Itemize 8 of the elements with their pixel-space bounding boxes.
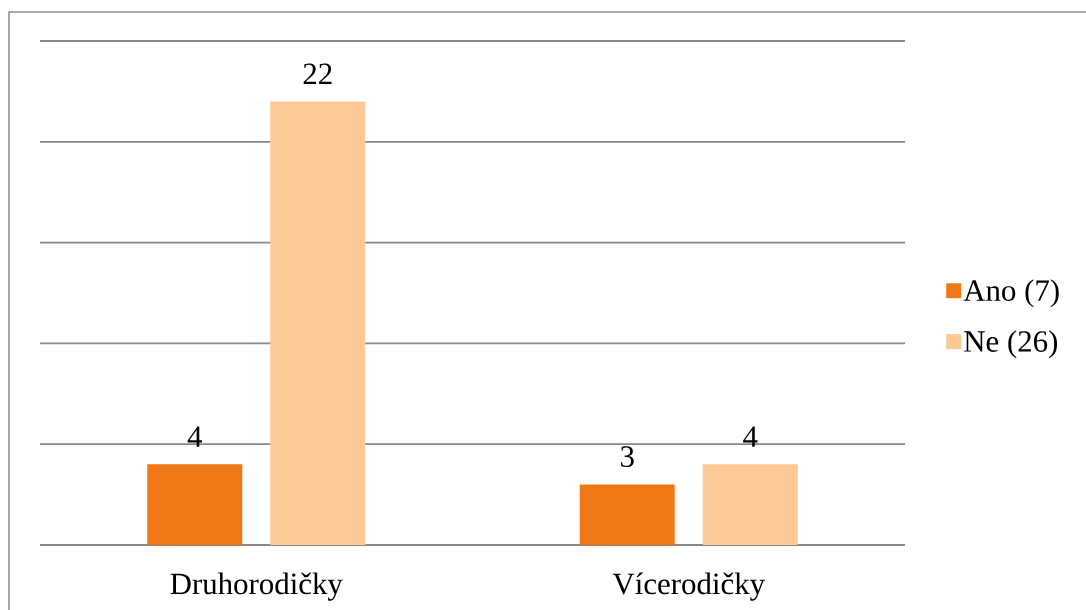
legend-label: Ano (7)	[963, 279, 1059, 308]
data-label: 4	[743, 426, 758, 447]
x-tick-label: Druhorodičky	[170, 572, 343, 601]
data-label: 4	[187, 426, 202, 447]
legend-label: Ne (26)	[964, 330, 1058, 359]
x-tick-label: Vícerodičky	[612, 572, 765, 601]
data-label: 22	[303, 63, 332, 84]
data-label: 3	[621, 446, 634, 467]
